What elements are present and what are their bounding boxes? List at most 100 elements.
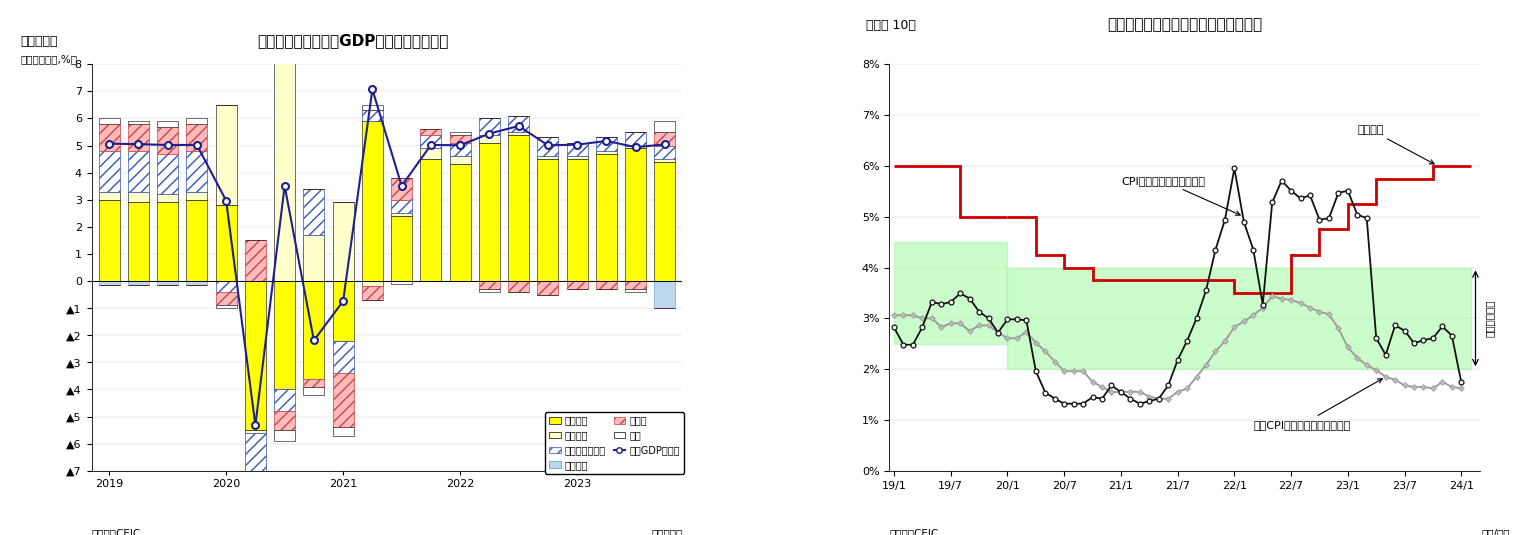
Bar [128,121,150,124]
Bar [244,430,266,433]
Bar [186,281,208,285]
Bar [566,159,588,281]
Bar [626,281,645,289]
Bar [479,281,501,289]
Text: （図表 10）: （図表 10） [865,19,916,32]
Text: （図表９）: （図表９） [21,35,58,48]
Bar [362,121,383,281]
Bar [626,289,645,292]
Bar [479,289,501,292]
Text: 政策金利: 政策金利 [1357,125,1434,164]
Bar [566,281,588,289]
Bar [626,148,645,281]
Bar [215,292,237,305]
Text: インドネシアのインフレ率と政策金利: インドネシアのインフレ率と政策金利 [1108,17,1262,32]
Text: コアCPI上昇率（前年同月比）: コアCPI上昇率（前年同月比） [1253,379,1383,430]
Bar [566,143,588,156]
Bar [655,121,676,132]
Bar [244,433,266,479]
Bar [626,132,645,146]
Bar [655,146,676,159]
Bar [304,281,325,379]
Bar [450,132,470,135]
Bar [157,281,179,285]
Bar [304,189,325,235]
Bar [537,156,559,159]
Bar [391,216,412,281]
Bar [391,200,412,213]
Bar [157,202,179,281]
Bar [186,118,208,124]
Bar [595,151,617,154]
Bar [186,151,208,192]
Bar [244,281,266,430]
Bar [157,127,179,154]
Bar [479,143,501,281]
Bar [626,146,645,148]
Text: CPI上昇率（前年同月比）: CPI上昇率（前年同月比） [1122,175,1241,215]
Bar [333,427,354,435]
Bar [655,159,676,162]
Bar [99,200,119,281]
Bar [333,341,354,373]
Legend: 民間消費, 政府消費, 総固定資本形成, 在庫変動, 純輸出, 誤差, 実質GDP成長率: 民間消費, 政府消費, 総固定資本形成, 在庫変動, 純輸出, 誤差, 実質GD… [545,412,684,474]
Bar [333,202,354,281]
Text: （年/月）: （年/月） [1482,528,1509,535]
Bar [391,213,412,216]
Bar [391,281,412,284]
Bar [99,151,119,192]
Bar [508,132,530,135]
Bar [450,143,470,156]
Bar [420,159,441,281]
Bar [244,479,266,484]
Bar [128,281,150,285]
Bar [450,135,470,143]
Bar [566,156,588,159]
Bar [508,281,530,292]
Bar [479,118,501,135]
Bar [99,124,119,151]
Bar [304,387,325,395]
Text: （前年同期比,%）: （前年同期比,%） [21,54,78,64]
Bar [157,194,179,202]
Bar [99,192,119,200]
Bar [655,132,676,146]
Bar [595,137,617,151]
Bar [362,286,383,300]
Bar [186,192,208,200]
Bar [450,156,470,164]
Bar [420,135,441,148]
Bar [537,281,559,295]
Bar [128,124,150,151]
Bar [479,135,501,143]
Bar [275,16,295,281]
Bar [186,200,208,281]
Bar [244,240,266,281]
Bar [275,281,295,389]
Bar [275,430,295,441]
Bar [420,148,441,159]
Bar [595,281,617,289]
Bar [537,159,559,281]
Text: インフレ目標: インフレ目標 [1485,300,1495,337]
Bar [157,154,179,194]
Bar [420,129,441,135]
Bar [304,379,325,387]
Text: （資料）CEIC: （資料）CEIC [92,528,140,535]
Bar [362,110,383,121]
Bar [537,137,559,156]
Bar [157,121,179,127]
Bar [595,154,617,281]
Bar [333,281,354,341]
Bar [655,281,676,308]
Bar [99,118,119,124]
Bar [215,305,237,308]
Text: （資料）CEIC: （資料）CEIC [890,528,938,535]
Bar [99,281,119,285]
Bar [304,235,325,281]
Bar [508,116,530,132]
Bar [128,192,150,202]
Bar [128,202,150,281]
Bar [655,162,676,281]
Text: インドネシア　実質GDP成長率（需要側）: インドネシア 実質GDP成長率（需要側） [256,33,449,48]
